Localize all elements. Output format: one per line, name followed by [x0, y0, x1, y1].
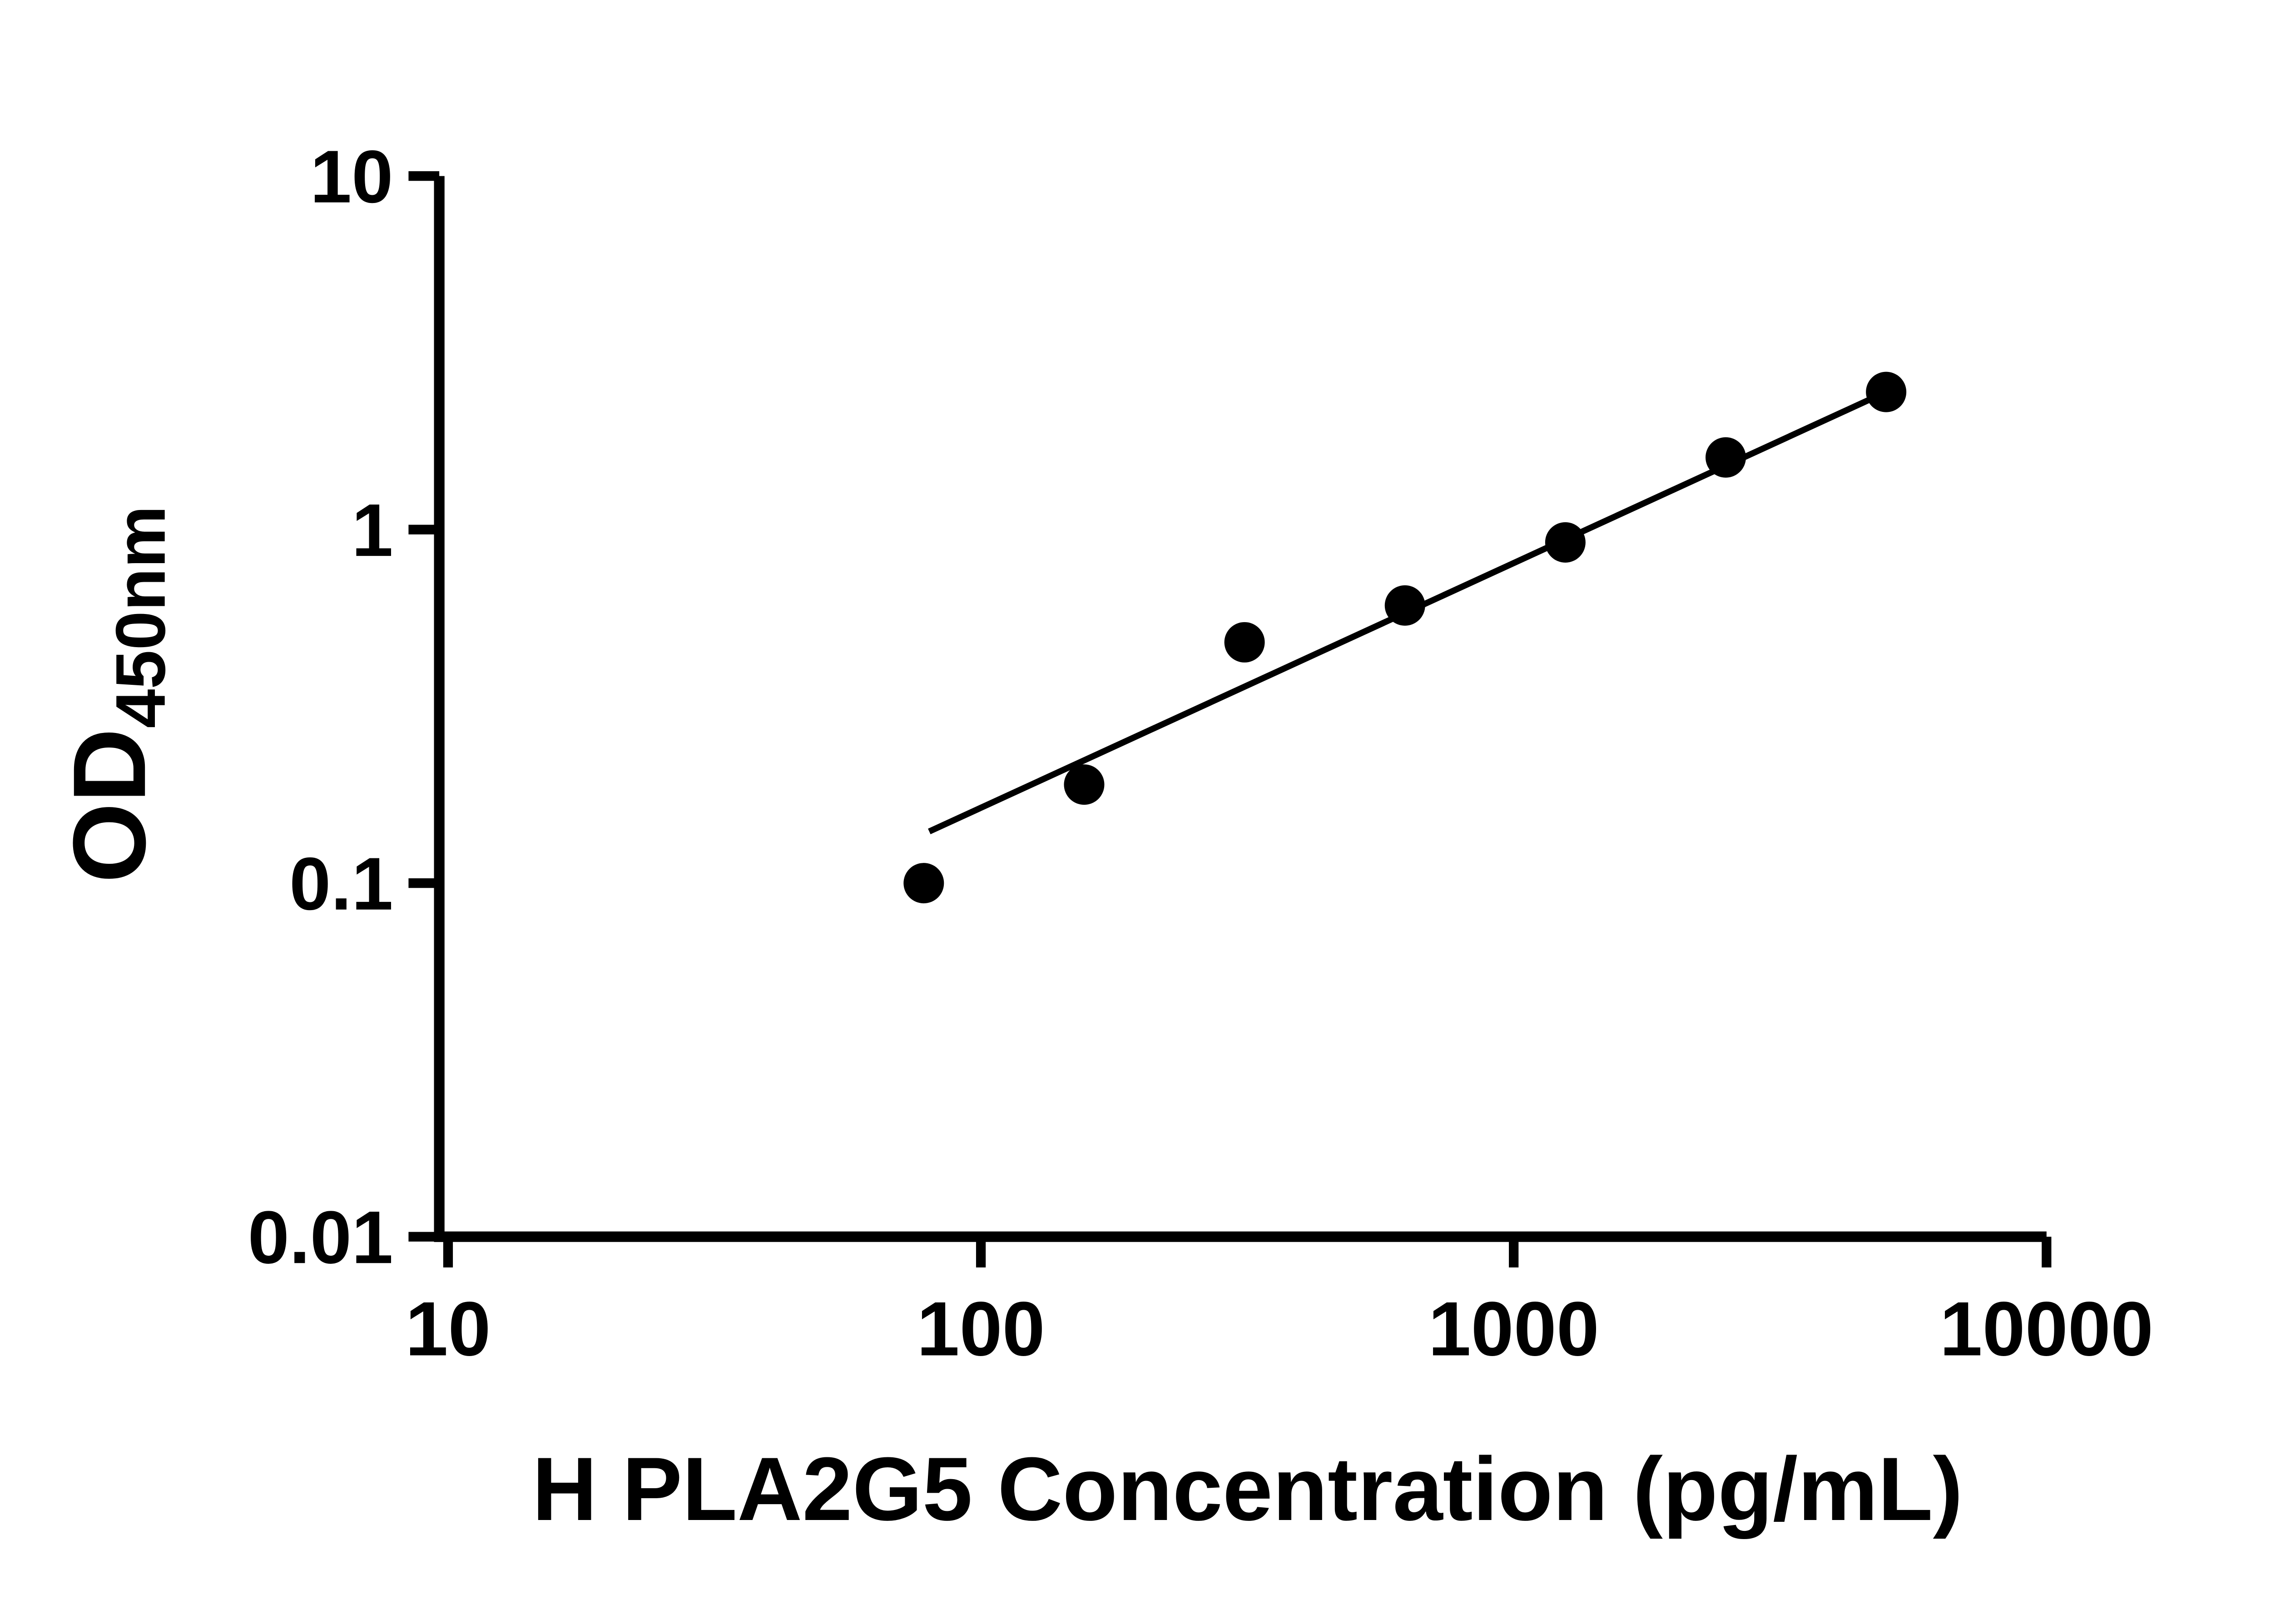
data-point [1224, 622, 1265, 663]
x-tick-label: 10 [405, 1286, 491, 1371]
data-point [1545, 522, 1586, 563]
data-point [1064, 764, 1105, 805]
data-point [1866, 371, 1907, 412]
y-tick-label: 0.1 [289, 842, 393, 926]
y-axis-title: OD450nm [52, 505, 180, 883]
data-point [1706, 437, 1746, 478]
y-axis-title-subscript: 450nm [101, 505, 180, 728]
y-tick-label: 10 [310, 135, 393, 218]
x-tick-label: 1000 [1428, 1286, 1599, 1371]
data-layer [903, 371, 1907, 904]
y-axis-title-main: OD [52, 728, 167, 883]
y-tick-label: 1 [352, 488, 393, 572]
x-tick-label: 100 [917, 1286, 1045, 1371]
axes-layer: 0.01 0.1 1 10 10 100 1000 10000 [248, 135, 2154, 1372]
data-point [1384, 585, 1425, 626]
data-point [903, 863, 944, 904]
x-tick-label: 10000 [1939, 1286, 2153, 1371]
x-axis-title: H PLA2G5 Concentration (pg/mL) [532, 1439, 1963, 1540]
y-tick-label: 0.01 [248, 1195, 393, 1279]
